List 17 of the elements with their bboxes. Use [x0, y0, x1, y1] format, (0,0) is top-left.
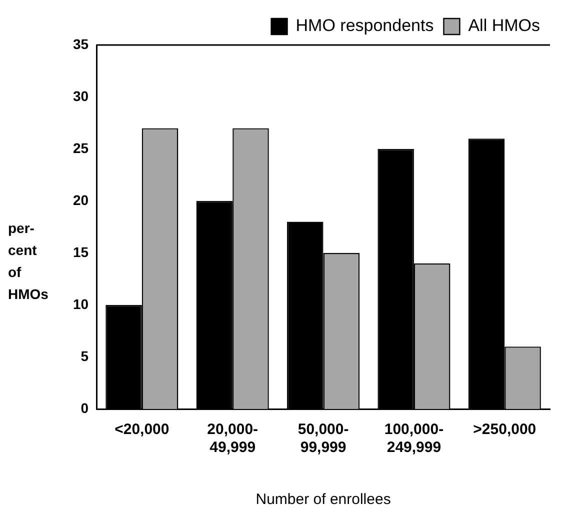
y-tick-label: 10 [72, 296, 89, 312]
x-axis-title: Number of enrollees [256, 491, 391, 508]
y-tick-label: 25 [72, 140, 89, 156]
legend-label: HMO respondents [296, 16, 434, 36]
y-tick-label: 15 [72, 244, 89, 260]
x-tick-label: 20,000- 49,999 [207, 421, 258, 456]
y-tick-label: 0 [80, 400, 89, 416]
x-tick-label: <20,000 [114, 421, 170, 438]
y-tick-label: 30 [72, 88, 89, 104]
x-tick-label: 50,000- 99,999 [298, 421, 349, 456]
y-tick-label: 20 [72, 192, 89, 208]
x-tick-label: >250,000 [473, 421, 536, 438]
legend-label: All HMOs [468, 16, 540, 36]
y-tick-label: 35 [72, 36, 89, 52]
y-tick-label: 5 [80, 348, 89, 364]
x-tick-label: 100,000- 249,999 [384, 421, 444, 456]
y-axis-title: per- cent of HMOs [8, 218, 50, 304]
